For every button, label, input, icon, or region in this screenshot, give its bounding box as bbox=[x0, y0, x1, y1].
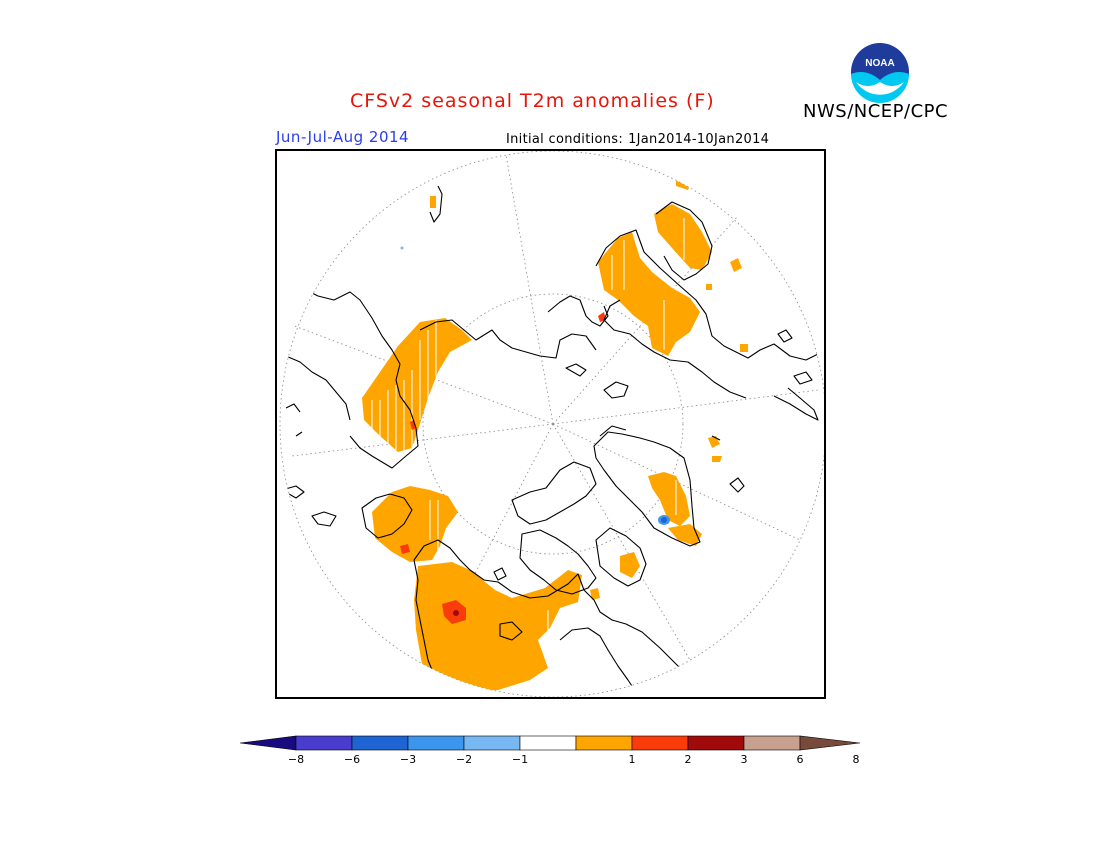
legend-tick-label: −2 bbox=[456, 753, 472, 766]
color-legend: −8 −6 −3 −2 −1 1 2 3 6 8 bbox=[239, 735, 861, 766]
legend-arrow-high bbox=[799, 735, 861, 751]
legend-tick-label: 2 bbox=[685, 753, 692, 766]
legend-tick-label: −6 bbox=[344, 753, 360, 766]
initial-conditions-value: 1Jan2014-10Jan2014 bbox=[628, 132, 770, 147]
legend-bin bbox=[407, 735, 465, 751]
legend-tick-label: 1 bbox=[629, 753, 636, 766]
anomaly-area-plus3 bbox=[453, 610, 459, 616]
initial-conditions-label: Initial conditions: bbox=[506, 132, 624, 147]
forecast-period: Jun-Jul-Aug 2014 bbox=[276, 128, 410, 146]
legend-bin bbox=[687, 735, 745, 751]
hatching bbox=[371, 218, 685, 650]
legend-tick-label: 6 bbox=[797, 753, 804, 766]
anomaly-areas-plus1 bbox=[362, 178, 748, 692]
legend-tick-label: −1 bbox=[512, 753, 528, 766]
legend-tick-label: 3 bbox=[741, 753, 748, 766]
legend-bin bbox=[463, 735, 521, 751]
anomaly-area-minus3 bbox=[661, 517, 667, 523]
legend-bin bbox=[743, 735, 801, 751]
map-title: CFSv2 seasonal T2m anomalies (F) bbox=[350, 90, 715, 112]
legend-bin bbox=[631, 735, 689, 751]
legend-tick-label: −3 bbox=[400, 753, 416, 766]
logo-text: NOAA bbox=[865, 58, 894, 69]
coastlines bbox=[281, 185, 819, 697]
map-frame bbox=[275, 149, 826, 699]
legend-bin bbox=[351, 735, 409, 751]
legend-tick-label: 8 bbox=[853, 753, 860, 766]
initial-conditions: Initial conditions: 1Jan2014-10Jan2014 bbox=[506, 132, 769, 147]
latitude-circle-inner bbox=[422, 293, 684, 555]
legend-bin bbox=[295, 735, 353, 751]
legend-bin bbox=[575, 735, 633, 751]
anomaly-speck bbox=[400, 246, 404, 250]
noaa-logo-icon: NOAA bbox=[849, 41, 911, 103]
polar-map bbox=[275, 149, 826, 699]
legend-tick-label: −8 bbox=[288, 753, 304, 766]
agency-label: NWS/NCEP/CPC bbox=[803, 101, 949, 122]
legend-arrow-low bbox=[239, 735, 297, 751]
legend-bin bbox=[519, 735, 577, 751]
